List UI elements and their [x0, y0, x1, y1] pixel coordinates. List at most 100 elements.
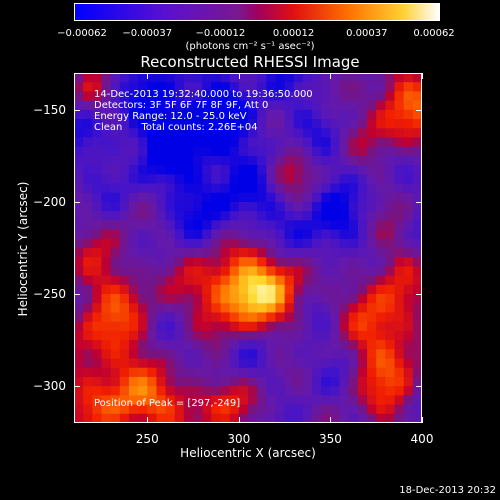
- heatmap-cell: [165, 229, 176, 240]
- heatmap-cell: [339, 91, 350, 102]
- heatmap-cell: [348, 174, 359, 185]
- heatmap-cell: [174, 155, 185, 166]
- heatmap-cell: [238, 165, 249, 175]
- heatmap-cell: [257, 303, 267, 314]
- heatmap-cell: [119, 340, 130, 350]
- heatmap-cell: [293, 257, 304, 268]
- heatmap-cell: [293, 137, 304, 148]
- heatmap-cell: [156, 266, 167, 277]
- heatmap-cell: [412, 266, 422, 277]
- heatmap-cell: [128, 220, 139, 231]
- heatmap-cell: [83, 146, 93, 157]
- heatmap-cell: [357, 238, 368, 249]
- heatmap-cell: [412, 257, 422, 268]
- heatmap-cell: [238, 413, 249, 423]
- heatmap-cell: [293, 109, 304, 120]
- heatmap-cell: [128, 174, 139, 185]
- heatmap-cell: [211, 82, 222, 93]
- heatmap-cell: [147, 220, 158, 231]
- heatmap-cell: [266, 137, 277, 148]
- heatmap-cell: [266, 367, 277, 378]
- heatmap-cell: [376, 349, 386, 360]
- heatmap-cell: [165, 100, 176, 111]
- heatmap-cell: [119, 395, 130, 406]
- heatmap-cell: [257, 257, 267, 268]
- heatmap-cell: [394, 174, 405, 185]
- heatmap-cell: [339, 73, 350, 83]
- heatmap-cell: [165, 109, 176, 120]
- heatmap-cell: [119, 376, 130, 387]
- heatmap-cell: [302, 128, 313, 139]
- heatmap-cell: [220, 183, 231, 194]
- heatmap-cell: [385, 174, 396, 185]
- heatmap-cell: [412, 73, 422, 83]
- heatmap-cell: [92, 174, 103, 185]
- heatmap-cell: [266, 192, 277, 203]
- heatmap-cell: [174, 174, 185, 185]
- heatmap-cell: [156, 340, 167, 350]
- heatmap-cell: [403, 312, 414, 323]
- heatmap-cell: [83, 386, 93, 396]
- heatmap-cell: [293, 174, 304, 185]
- heatmap-cell: [147, 128, 158, 139]
- heatmap-cell: [312, 220, 322, 231]
- heatmap-cell: [147, 146, 158, 157]
- heatmap-cell: [403, 404, 414, 415]
- heatmap-cell: [357, 386, 368, 396]
- heatmap-cell: [394, 284, 405, 295]
- heatmap-cell: [128, 109, 139, 120]
- heatmap-cell: [119, 349, 130, 360]
- heatmap-cell: [330, 201, 341, 212]
- heatmap-cell: [348, 73, 359, 83]
- heatmap-cell: [293, 183, 304, 194]
- heatmap-cell: [156, 192, 167, 203]
- x-axis-label: Heliocentric X (arcsec): [180, 446, 316, 460]
- heatmap-cell: [92, 294, 103, 304]
- heatmap-cell: [376, 284, 386, 295]
- heatmap-cell: [394, 294, 405, 304]
- heatmap-cell: [147, 100, 158, 111]
- heatmap-cell: [248, 220, 258, 231]
- heatmap-cell: [248, 146, 258, 157]
- heatmap-cell: [403, 358, 414, 369]
- heatmap-cell: [229, 128, 240, 139]
- heatmap-cell: [229, 100, 240, 111]
- heatmap-cell: [412, 201, 422, 212]
- heatmap-cell: [284, 82, 295, 93]
- heatmap-cell: [229, 303, 240, 314]
- heatmap-cell: [147, 275, 158, 286]
- heatmap-cell: [394, 73, 405, 83]
- annotation-clean: Clean Total counts: 2.26E+04: [94, 122, 258, 133]
- heatmap-cell: [357, 82, 368, 93]
- heatmap-cell: [275, 100, 286, 111]
- heatmap-cell: [193, 174, 203, 185]
- heatmap-cell: [348, 91, 359, 102]
- heatmap-cell: [165, 220, 176, 231]
- heatmap-cell: [321, 321, 332, 332]
- heatmap-cell: [284, 229, 295, 240]
- heatmap-cell: [83, 312, 93, 323]
- heatmap-cell: [394, 229, 405, 240]
- heatmap-cell: [128, 367, 139, 378]
- heatmap-cell: [312, 303, 322, 314]
- heatmap-cell: [284, 238, 295, 249]
- heatmap-cell: [156, 321, 167, 332]
- heatmap-cell: [385, 358, 396, 369]
- heatmap-cell: [128, 211, 139, 221]
- heatmap-cell: [92, 229, 103, 240]
- heatmap-cell: [119, 109, 130, 120]
- heatmap-cell: [220, 275, 231, 286]
- heatmap-cell: [266, 201, 277, 212]
- heatmap-cell: [385, 183, 396, 194]
- heatmap-cell: [74, 128, 84, 139]
- heatmap-cell: [367, 183, 377, 194]
- heatmap-cell: [348, 275, 359, 286]
- heatmap-cell: [138, 303, 148, 314]
- heatmap-cell: [339, 321, 350, 332]
- heatmap-cell: [403, 211, 414, 221]
- heatmap-cell: [330, 358, 341, 369]
- heatmap-cell: [147, 358, 158, 369]
- heatmap-cell: [74, 248, 84, 258]
- heatmap-cell: [193, 119, 203, 129]
- heatmap-cell: [83, 395, 93, 406]
